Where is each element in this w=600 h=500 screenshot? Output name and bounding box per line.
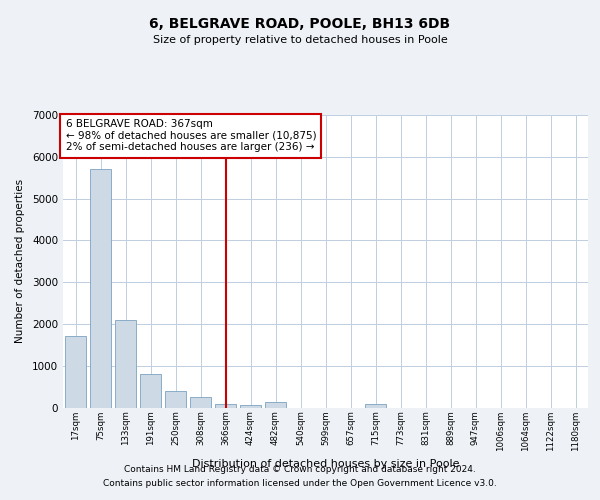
Bar <box>265 402 286 407</box>
Bar <box>165 391 186 407</box>
Bar <box>140 374 161 408</box>
Bar <box>215 404 236 407</box>
Bar <box>190 397 211 407</box>
Y-axis label: Number of detached properties: Number of detached properties <box>15 179 25 344</box>
Bar <box>240 405 261 407</box>
Bar <box>90 170 111 408</box>
Bar <box>115 320 136 408</box>
Bar <box>365 404 386 407</box>
Text: Contains HM Land Registry data © Crown copyright and database right 2024.: Contains HM Land Registry data © Crown c… <box>124 465 476 474</box>
X-axis label: Distribution of detached houses by size in Poole: Distribution of detached houses by size … <box>192 459 459 469</box>
Bar <box>65 336 86 407</box>
Text: 6 BELGRAVE ROAD: 367sqm
← 98% of detached houses are smaller (10,875)
2% of semi: 6 BELGRAVE ROAD: 367sqm ← 98% of detache… <box>65 119 316 152</box>
Text: Contains public sector information licensed under the Open Government Licence v3: Contains public sector information licen… <box>103 478 497 488</box>
Text: 6, BELGRAVE ROAD, POOLE, BH13 6DB: 6, BELGRAVE ROAD, POOLE, BH13 6DB <box>149 18 451 32</box>
Text: Size of property relative to detached houses in Poole: Size of property relative to detached ho… <box>152 35 448 45</box>
